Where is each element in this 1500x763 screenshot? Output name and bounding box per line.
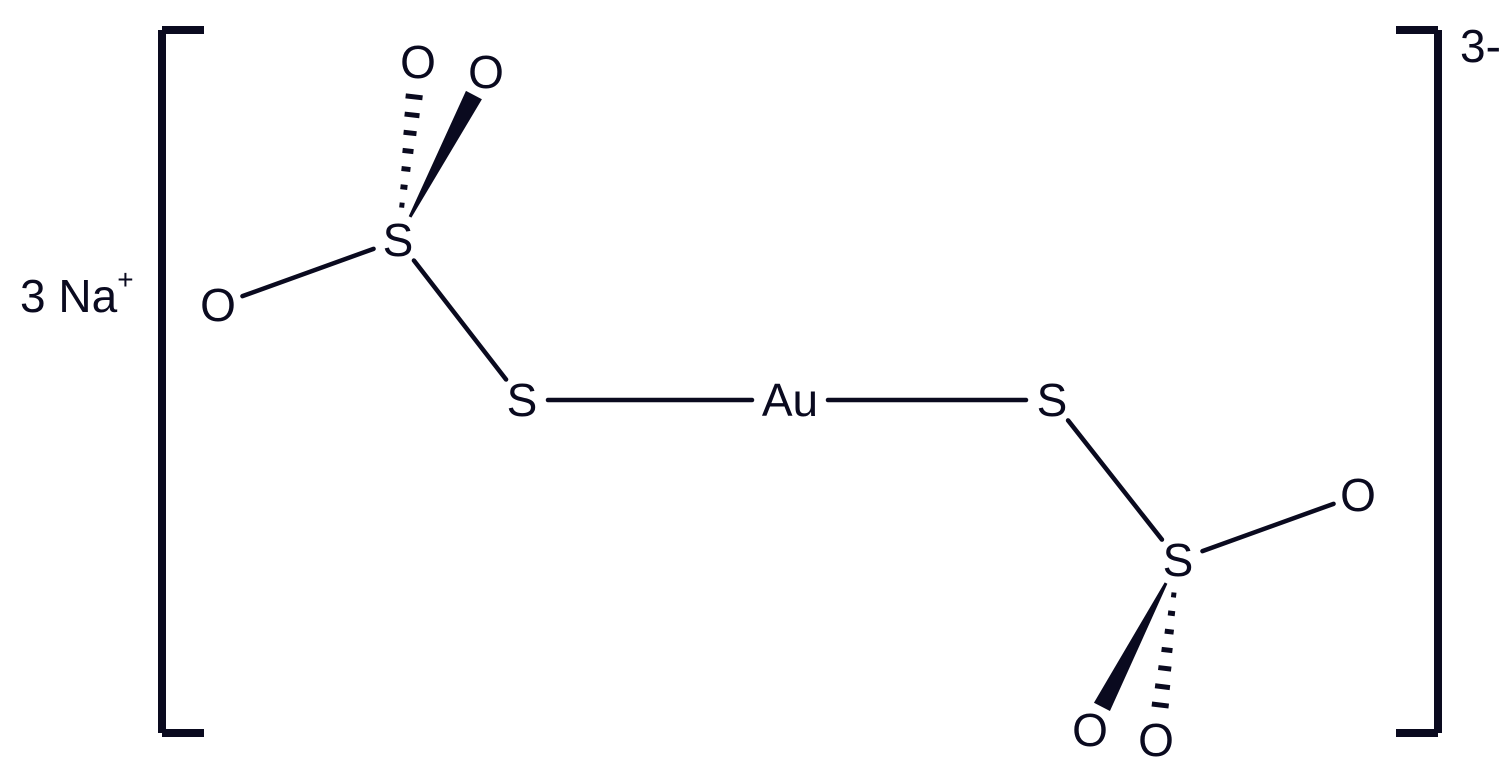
atom-O6: O: [1138, 714, 1174, 763]
bond-hash: [1152, 595, 1176, 706]
atom-O1: O: [400, 36, 436, 88]
svg-text:3 Na+: 3 Na+: [20, 264, 134, 322]
bond-single: [1068, 420, 1162, 539]
atom-S1: S: [383, 214, 414, 266]
atom-Au: Au: [762, 374, 818, 426]
bond-wedge: [1094, 582, 1167, 711]
atom-O4: O: [1340, 469, 1376, 521]
atom-S4: S: [1163, 534, 1194, 586]
atom-O3: O: [200, 279, 236, 331]
bond-single: [242, 249, 373, 296]
bond-hash: [399, 96, 422, 206]
bond-single: [414, 261, 506, 380]
bond-single: [1202, 504, 1333, 551]
bracket-right: [1396, 30, 1438, 733]
atom-O5: O: [1072, 704, 1108, 756]
atom-O2: O: [468, 46, 504, 98]
counter-ion: 3 Na+: [20, 264, 134, 322]
atom-S3: S: [1037, 374, 1068, 426]
bond-wedge: [409, 91, 482, 218]
bracket-left: [162, 30, 204, 733]
complex-charge: 3-: [1460, 20, 1500, 72]
atom-S2: S: [507, 374, 538, 426]
